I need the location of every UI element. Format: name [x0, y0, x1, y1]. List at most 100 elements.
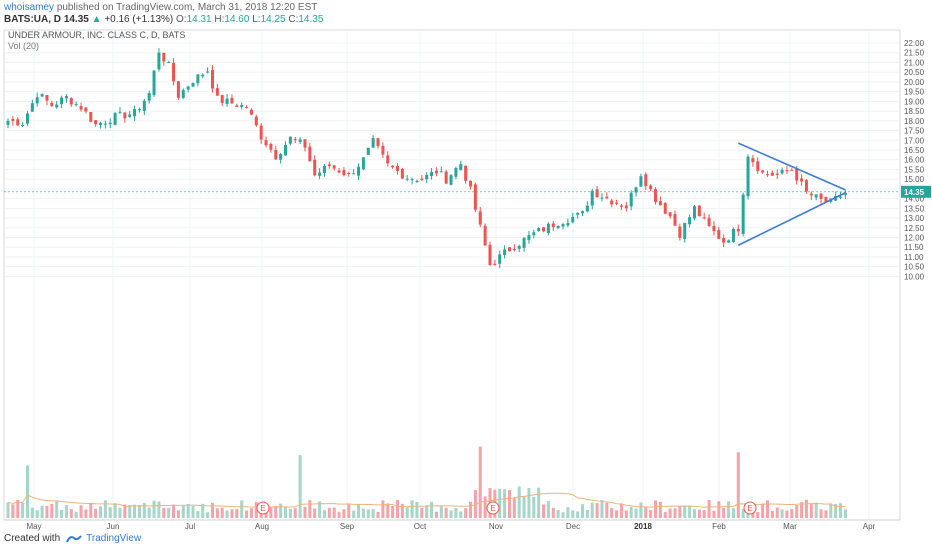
close-label: C:	[288, 14, 299, 25]
candle-body	[537, 228, 541, 232]
candle-body	[103, 123, 107, 125]
candle-body	[756, 161, 760, 171]
candle-body	[692, 206, 696, 219]
x-tick-label: Feb	[712, 522, 726, 531]
candle-body	[318, 172, 322, 176]
tradingview-link[interactable]: TradingView	[86, 533, 142, 544]
volume-bar	[274, 506, 278, 518]
candle-body	[493, 263, 497, 265]
x-tick-label: 2018	[634, 522, 652, 531]
candle-body	[172, 62, 176, 82]
volume-bar	[663, 512, 667, 518]
volume-bar	[45, 505, 49, 518]
candle-body	[736, 228, 740, 232]
volume-bar	[405, 507, 409, 518]
y-tick-label: 12.50	[904, 224, 925, 233]
candle-body	[347, 172, 351, 174]
candle-body	[619, 205, 623, 207]
candle-body	[147, 93, 151, 101]
candle-body	[503, 249, 507, 255]
candle-body	[731, 228, 735, 242]
volume-bar	[527, 487, 531, 518]
candle-body	[663, 202, 667, 214]
candle-body	[717, 230, 721, 239]
candle-body	[142, 100, 146, 112]
candle-body	[274, 149, 278, 160]
candle-body	[30, 103, 34, 112]
candle-body	[615, 202, 619, 204]
y-tick-label: 18.50	[904, 107, 925, 116]
x-tick-label: Aug	[255, 522, 269, 531]
candle-body	[790, 169, 794, 171]
candle-body	[649, 185, 653, 190]
price-change: +0.16 (+1.13%)	[104, 14, 174, 25]
candle-body	[517, 245, 521, 249]
candle-body	[288, 136, 292, 144]
volume-bar	[702, 510, 706, 518]
candle-body	[780, 169, 784, 174]
volume-bar	[313, 508, 317, 518]
volume-ma-line	[7, 492, 846, 508]
candle-body	[420, 178, 424, 181]
publisher-link[interactable]: whoisamey	[4, 2, 55, 13]
volume-bar	[60, 510, 64, 518]
candle-body	[673, 214, 677, 226]
volume-bar	[717, 501, 721, 518]
candle-body	[824, 197, 828, 202]
candle-body	[722, 238, 726, 243]
y-tick-label: 19.50	[904, 88, 925, 97]
x-tick-label: Mar	[783, 522, 797, 531]
volume-bar	[639, 502, 643, 518]
y-tick-label: 20.00	[904, 78, 925, 87]
tradingview-logo-icon	[66, 534, 82, 542]
volume-bar	[688, 505, 692, 518]
volume-bar	[712, 510, 716, 518]
candle-body	[84, 107, 88, 112]
volume-bar	[556, 510, 560, 518]
volume-bar	[361, 508, 365, 518]
footer: Created with TradingView	[4, 533, 141, 544]
candle-body	[123, 112, 127, 119]
candle-body	[366, 147, 370, 155]
volume-bar	[410, 500, 414, 518]
candlestick-series	[6, 48, 847, 269]
candle-body	[128, 114, 132, 117]
volume-bar	[210, 502, 214, 518]
x-tick-label: Nov	[489, 522, 503, 531]
y-tick-label: 22.00	[904, 39, 925, 48]
volume-bar	[678, 506, 682, 518]
volume-bar	[240, 500, 244, 518]
volume-bar	[425, 505, 429, 518]
candle-body	[118, 111, 122, 113]
volume-bar	[167, 507, 171, 518]
trendline-lower	[737, 192, 846, 246]
candle-body	[727, 240, 731, 243]
volume-bar	[517, 486, 521, 518]
candle-body	[405, 178, 409, 180]
volume-bar	[79, 505, 83, 518]
volume-bar	[152, 500, 156, 518]
y-tick-label: 21.00	[904, 58, 925, 67]
candle-body	[386, 155, 390, 164]
chart-header: whoisamey published on TradingView.com, …	[4, 2, 904, 26]
volume-bar	[332, 507, 336, 518]
volume-bar	[293, 508, 297, 518]
candle-body	[610, 200, 614, 205]
volume-bar	[215, 508, 219, 518]
volume-bar	[172, 504, 176, 518]
high-value: 14.60	[224, 14, 250, 25]
candle-body	[308, 146, 312, 162]
y-tick-label: 16.50	[904, 146, 925, 155]
y-tick-label: 18.00	[904, 117, 925, 126]
volume-bar	[673, 508, 677, 518]
volume-bar	[561, 512, 565, 518]
time-axis: May Jun Jul Aug Sep Oct Nov Dec 2018 Feb Mar Apr E E E	[4, 501, 900, 531]
candle-body	[464, 165, 468, 181]
candle-body	[644, 174, 648, 187]
low-value: 14.25	[260, 14, 286, 25]
candle-body	[473, 184, 477, 210]
volume-bar	[288, 508, 292, 518]
candle-body	[658, 201, 662, 206]
volume-bars	[6, 446, 847, 518]
